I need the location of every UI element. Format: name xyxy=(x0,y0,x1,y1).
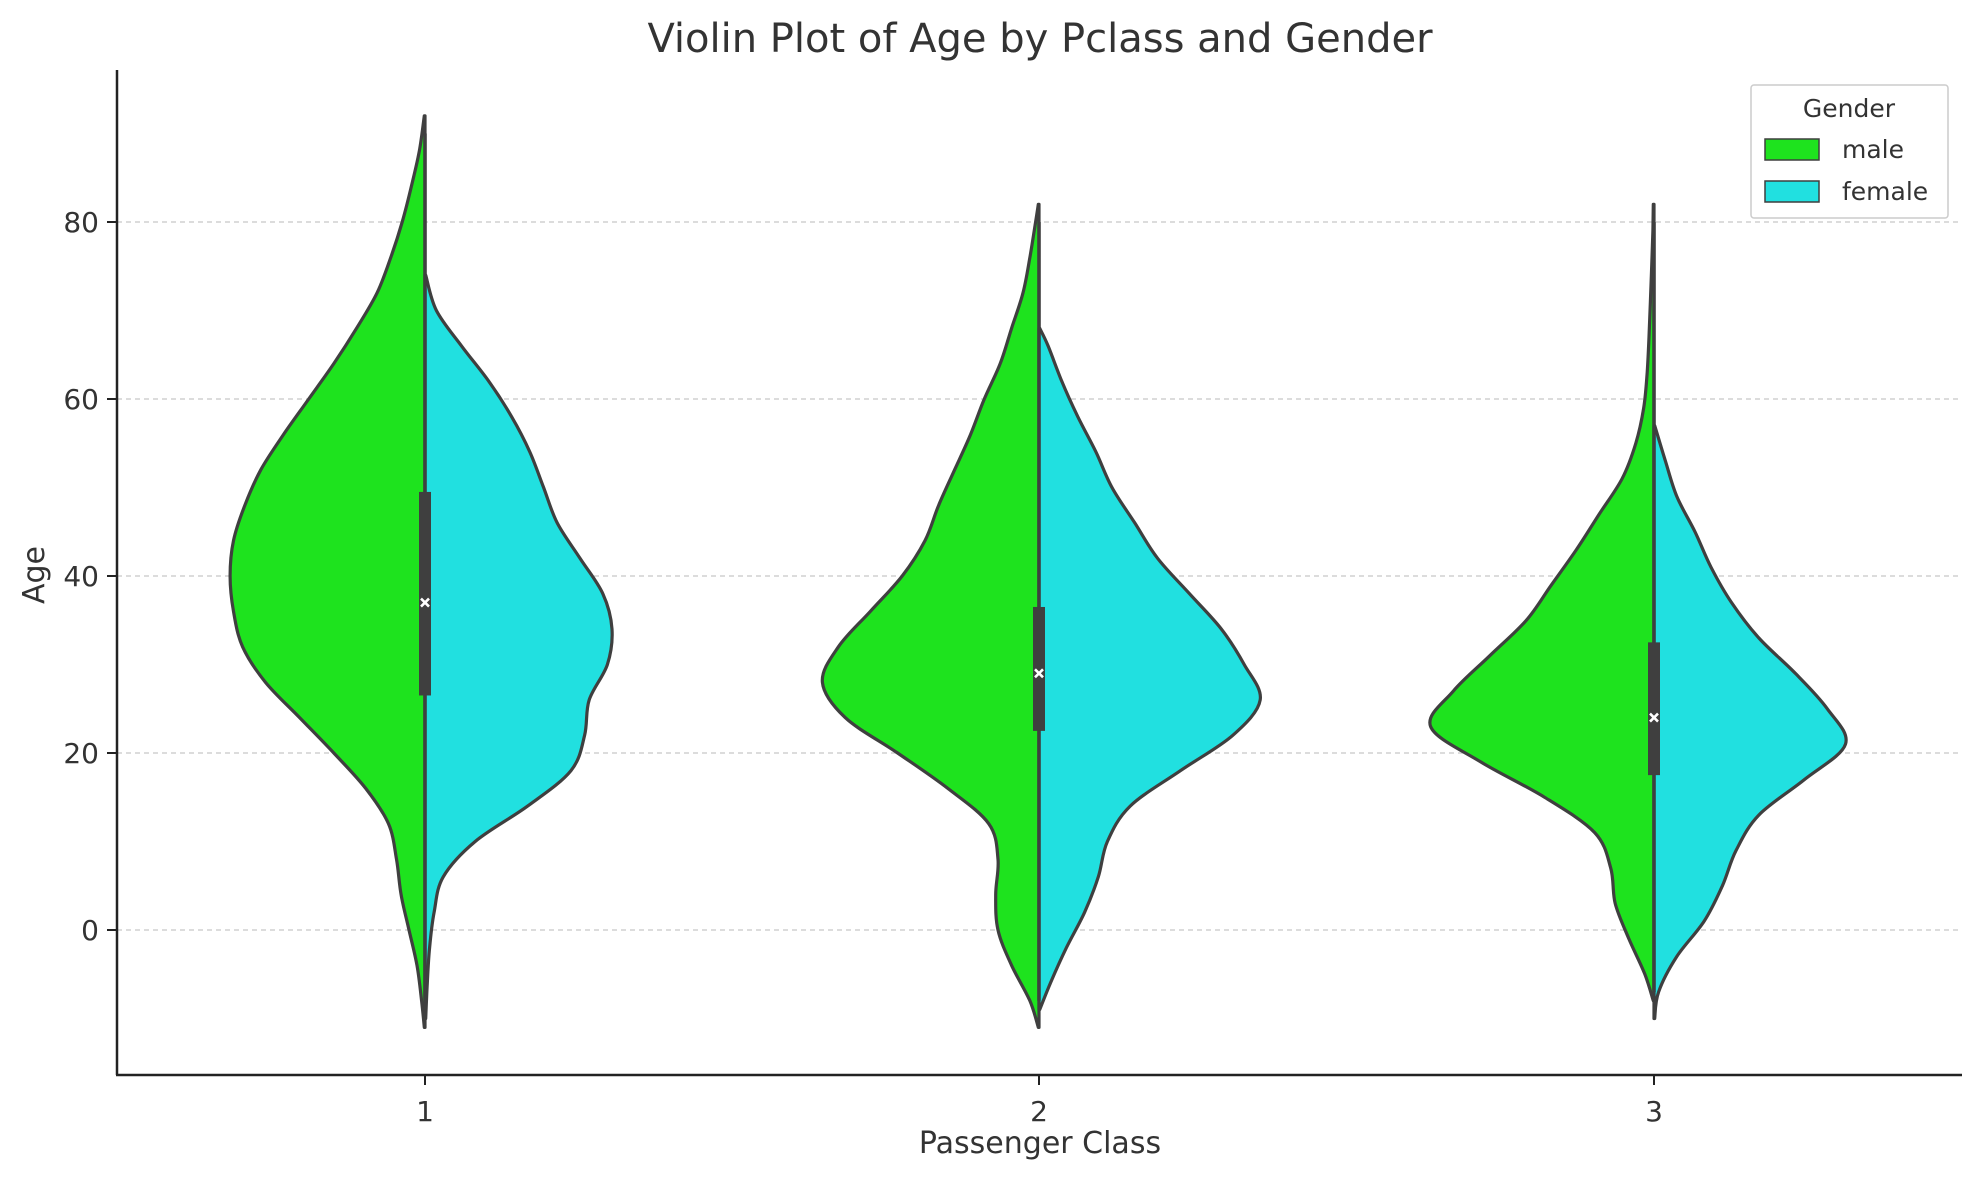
y-tick-label: 80 xyxy=(63,206,99,239)
x-axis-label: Passenger Class xyxy=(919,1126,1161,1161)
violin-female-half xyxy=(423,273,614,1021)
violin-iqr-box xyxy=(419,491,431,696)
violin-female-half xyxy=(1652,423,1848,1021)
legend-swatch-female xyxy=(1764,180,1820,203)
legend-title: Gender xyxy=(1803,94,1896,123)
x-tick-label: 2 xyxy=(1030,1095,1048,1128)
y-axis-label: Age xyxy=(17,546,52,604)
legend-label-female: female xyxy=(1842,177,1928,206)
legend-label-male: male xyxy=(1842,135,1904,164)
y-tick-label: 0 xyxy=(81,914,99,947)
violin-female-half xyxy=(1037,326,1262,1012)
violins xyxy=(228,114,1848,1029)
violin-iqr-box xyxy=(1033,606,1045,731)
x-tick-label: 1 xyxy=(416,1095,434,1128)
legend: Gender male female xyxy=(1750,84,1949,219)
y-tick-label: 60 xyxy=(63,383,99,416)
x-tick-label: 3 xyxy=(1645,1095,1663,1128)
violin-male-half xyxy=(820,202,1041,1029)
violin-male-half xyxy=(228,114,427,1029)
violin-median-marker xyxy=(1649,712,1659,723)
violin-class-2 xyxy=(820,202,1262,1029)
y-tick-label: 40 xyxy=(63,560,99,593)
violin-class-3 xyxy=(1428,202,1848,1021)
y-tick-label: 20 xyxy=(63,737,99,770)
violin-iqr-box xyxy=(1648,642,1660,776)
violin-class-1 xyxy=(228,114,614,1029)
ticks: 0 20 40 60 80 1 2 3 xyxy=(63,206,1663,1128)
legend-swatch-male xyxy=(1764,138,1820,161)
chart-title: Violin Plot of Age by Pclass and Gender xyxy=(647,16,1433,62)
violin-median-marker xyxy=(420,597,430,608)
violin-median-marker xyxy=(1034,668,1044,679)
violin-male-half xyxy=(1428,202,1656,1003)
